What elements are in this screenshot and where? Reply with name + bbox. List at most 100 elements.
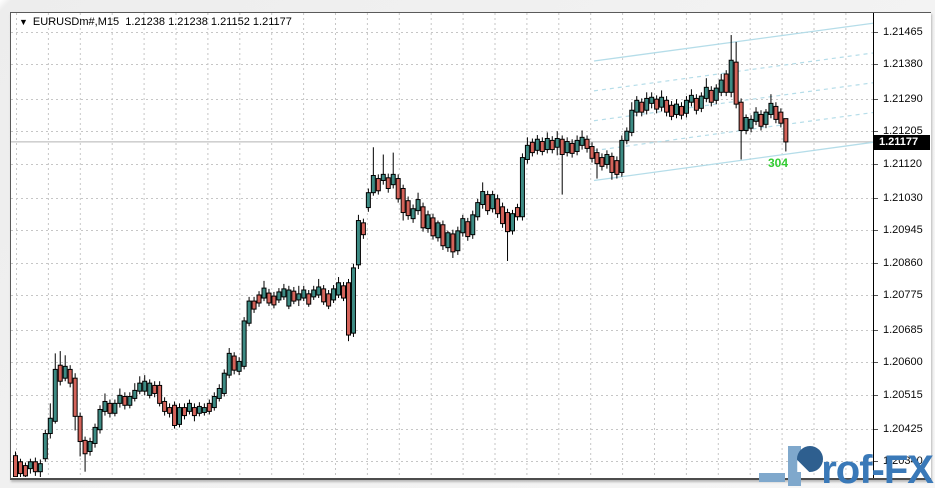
bull-candle — [276, 291, 282, 301]
bull-candle — [201, 407, 207, 414]
price-axis-tick — [874, 362, 878, 364]
bull-candle — [97, 408, 103, 431]
bear-candle — [589, 146, 595, 159]
logo-pie-icon — [797, 446, 824, 472]
bear-candle — [669, 104, 675, 117]
bear-candle — [549, 139, 555, 151]
bull-candle — [519, 157, 525, 218]
bull-candle — [331, 288, 337, 301]
candlestick-chart[interactable] — [11, 13, 873, 477]
bear-candle — [758, 113, 764, 127]
price-axis-tick — [874, 461, 878, 463]
bull-candle — [37, 463, 43, 473]
bear-candle — [231, 355, 237, 371]
bull-candle — [370, 175, 376, 194]
bear-candle — [306, 293, 312, 305]
ohlc-close-value: 1.21177 — [252, 16, 292, 28]
bear-candle — [614, 160, 620, 175]
bear-candle — [122, 396, 128, 406]
bull-candle — [336, 282, 342, 296]
channel-bottom-line[interactable] — [593, 141, 873, 182]
bear-candle — [405, 200, 411, 217]
bear-candle — [678, 105, 684, 116]
bull-candle — [460, 218, 466, 234]
bull-candle — [554, 137, 560, 148]
bear-candle — [22, 465, 28, 477]
bull-candle — [286, 289, 292, 307]
bear-candle — [693, 97, 699, 111]
price-axis-tick — [874, 64, 878, 66]
bull-candle — [296, 293, 302, 301]
bear-candle — [420, 206, 426, 229]
bull-candle — [480, 191, 486, 206]
price-axis-label: 1.20945 — [883, 224, 923, 237]
channel-quarter-line[interactable] — [593, 52, 873, 92]
bull-candle — [216, 387, 222, 399]
bear-candle — [594, 152, 600, 165]
bull-candle — [92, 426, 98, 444]
bear-candle — [157, 384, 163, 404]
bear-candle — [206, 402, 212, 412]
logo-text: rof-FX — [821, 448, 934, 488]
bull-candle — [142, 380, 148, 392]
bear-candle — [162, 400, 168, 412]
channel-quarter-line[interactable] — [593, 111, 873, 152]
price-axis-label: 1.21205 — [883, 125, 923, 138]
ohlc-high-value: 1.21238 — [168, 16, 208, 28]
bear-candle — [77, 415, 83, 443]
bull-candle — [768, 102, 774, 115]
bull-candle — [649, 96, 655, 104]
bull-candle — [634, 99, 640, 113]
price-axis-label: 1.20685 — [883, 323, 923, 336]
price-axis-tick — [874, 262, 878, 264]
bull-candle — [52, 368, 58, 422]
bear-candle — [738, 101, 744, 131]
bull-candle — [281, 288, 287, 298]
bull-candle — [241, 320, 247, 367]
bear-candle — [326, 293, 332, 307]
bull-candle — [177, 407, 183, 425]
bear-candle — [256, 294, 262, 304]
bull-candle — [261, 287, 267, 299]
bear-candle — [485, 194, 491, 212]
bear-candle — [385, 177, 391, 189]
bull-candle — [763, 111, 769, 125]
current-price-label: 1.21177 — [873, 134, 930, 150]
bear-candle — [529, 141, 535, 154]
price-axis-label: 1.21380 — [883, 58, 923, 71]
bear-candle — [514, 207, 520, 218]
price-axis-tick — [874, 295, 878, 297]
bull-candle — [748, 118, 754, 129]
channel-points-label[interactable]: 304 — [768, 156, 789, 170]
bear-candle — [341, 285, 347, 299]
chart-title: ▼ EURUSDm#,M15 1.21238 1.21238 1.21152 1.… — [19, 16, 292, 28]
bull-candle — [629, 109, 635, 133]
channel-top-line[interactable] — [593, 22, 873, 62]
price-axis-label: 1.21290 — [883, 92, 923, 105]
price-axis-label: 1.20775 — [883, 289, 923, 302]
bear-candle — [152, 384, 158, 394]
bull-candle — [644, 97, 650, 111]
price-axis[interactable]: 1.21465 1.21380 1.21290 1.21205 1.21120 1.210… — [873, 13, 931, 478]
bear-candle — [291, 290, 297, 302]
bull-candle — [380, 173, 386, 181]
bull-candle — [132, 389, 138, 399]
logo-underscore-shape — [759, 473, 786, 482]
bear-candle — [13, 455, 18, 477]
bear-candle — [181, 407, 187, 417]
bull-candle — [410, 208, 416, 220]
bull-candle — [425, 214, 431, 230]
bull-candle — [112, 402, 118, 414]
bear-candle — [67, 368, 73, 384]
bull-candle — [674, 103, 680, 115]
channel-quarter-line[interactable] — [593, 82, 873, 122]
bull-candle — [574, 139, 580, 152]
bull-candle — [350, 267, 356, 334]
bull-candle — [475, 202, 481, 218]
bear-candle — [17, 461, 23, 475]
bull-candle — [301, 289, 307, 299]
bull-candle — [579, 136, 585, 146]
bull-candle — [47, 417, 53, 435]
price-axis-label: 1.20860 — [883, 256, 923, 269]
bear-candle — [32, 461, 38, 473]
